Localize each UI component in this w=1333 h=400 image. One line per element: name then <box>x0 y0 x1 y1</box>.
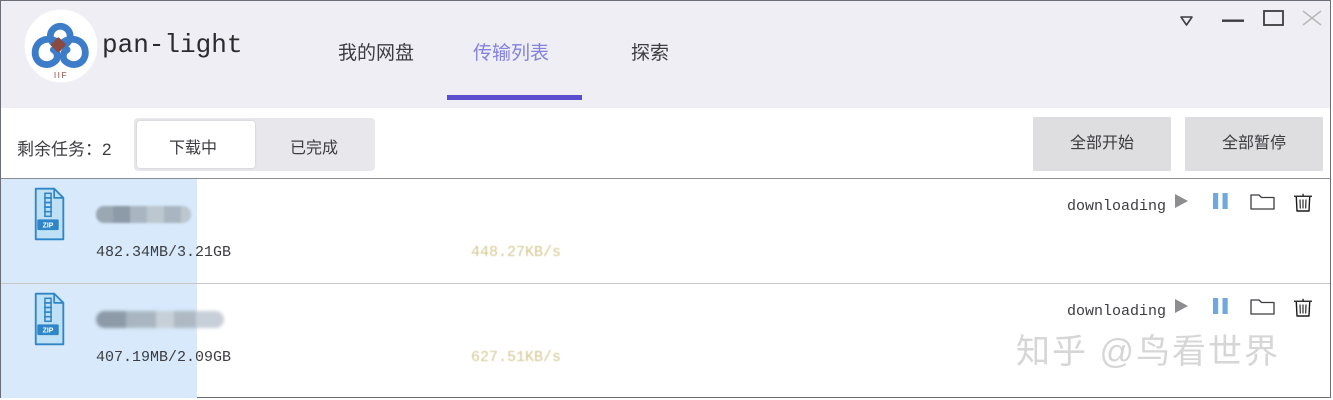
svg-text:IIF: IIF <box>54 70 68 80</box>
svg-text:ZIP: ZIP <box>43 327 54 334</box>
svg-text:ZIP: ZIP <box>43 222 54 229</box>
